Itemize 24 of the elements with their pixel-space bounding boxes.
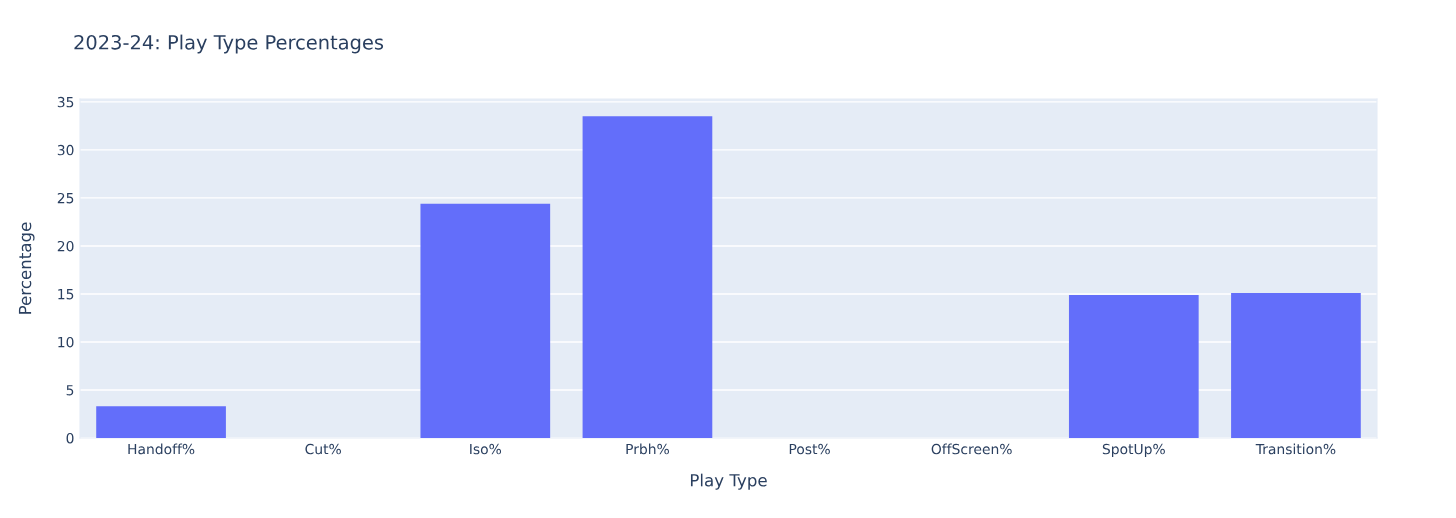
x-tick-label: Transition% (1255, 443, 1336, 455)
y-tick-label: 25 (57, 192, 74, 204)
x-tick-label: Cut% (305, 443, 341, 455)
bar (1231, 292, 1361, 438)
bar (96, 406, 226, 438)
y-tick-label: 35 (57, 96, 74, 108)
bar (582, 116, 713, 438)
chart-title: 2023-24: Play Type Percentages (74, 34, 384, 54)
x-axis-title: Play Type (690, 473, 767, 490)
x-tick-label: Iso% (470, 443, 502, 455)
x-tick-label: Handoff% (128, 443, 195, 455)
y-axis-title: Percentage (18, 222, 35, 314)
x-tick-label: Post% (789, 443, 830, 455)
bar (1068, 294, 1199, 438)
x-tick-label: SpotUp% (1102, 443, 1165, 457)
x-tick-label: OffScreen% (931, 443, 1012, 455)
y-tick-label: 10 (58, 336, 74, 348)
y-tick-label: 0 (66, 432, 74, 444)
bar (420, 203, 551, 438)
x-tick-label: Prbh% (626, 443, 669, 455)
y-tick-label: 20 (57, 240, 74, 252)
y-tick-label: 5 (66, 385, 74, 396)
y-tick-label: 15 (58, 289, 74, 300)
y-tick-label: 30 (57, 144, 74, 156)
